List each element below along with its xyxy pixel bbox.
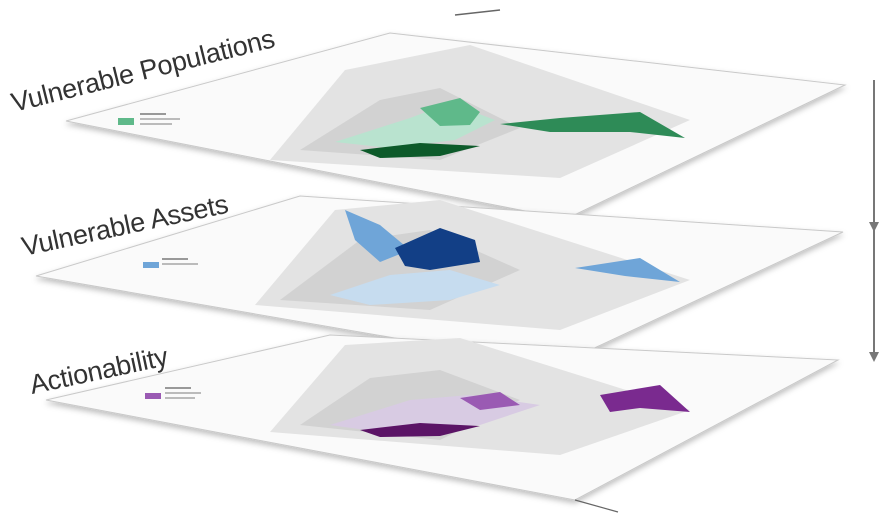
flow-arrow bbox=[869, 80, 879, 362]
map-layer-populations: Vulnerable Populations bbox=[8, 23, 847, 220]
map-legend bbox=[143, 258, 198, 268]
region-dark-right bbox=[500, 112, 685, 138]
region-dark-bottom bbox=[360, 423, 480, 437]
region-mid-right bbox=[575, 258, 680, 282]
region-light bbox=[330, 270, 500, 305]
bottom-edge-line bbox=[574, 499, 619, 513]
region-mid bbox=[420, 98, 480, 126]
map-layer-actionability: Actionability bbox=[27, 334, 840, 501]
region-mid bbox=[345, 210, 410, 262]
region-dark bbox=[395, 228, 480, 270]
top-edge-line bbox=[454, 9, 501, 16]
region-dark-bottom bbox=[360, 143, 480, 158]
map-legend bbox=[118, 113, 180, 125]
map-layer-assets: Vulnerable Assets bbox=[19, 189, 844, 367]
region-dark-right bbox=[600, 385, 690, 412]
map-legend bbox=[145, 387, 201, 399]
region-mid bbox=[460, 392, 520, 410]
